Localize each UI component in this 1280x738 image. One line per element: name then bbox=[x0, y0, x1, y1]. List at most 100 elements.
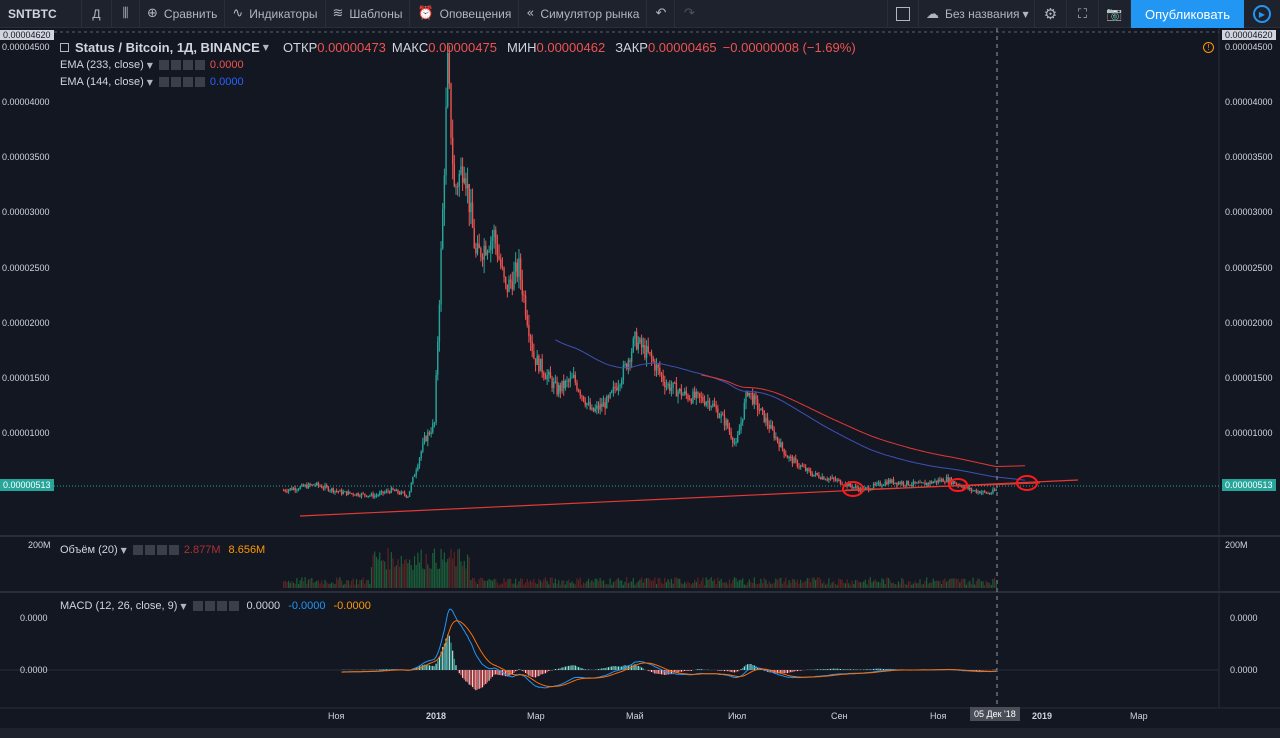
indicator-controls[interactable] bbox=[158, 77, 207, 87]
ema233-legend[interactable]: EMA (233, close) ▼ 0.0000 bbox=[60, 59, 244, 71]
volume-bar bbox=[287, 580, 290, 588]
macd-histogram-bar bbox=[725, 670, 727, 671]
volume-bar bbox=[901, 578, 903, 588]
publish-button[interactable]: Опубликовать bbox=[1130, 0, 1244, 28]
candle-body bbox=[408, 490, 411, 497]
volume-bar bbox=[594, 578, 596, 588]
candle-body bbox=[625, 363, 628, 370]
alerts-button[interactable]: ⏰ Оповещения bbox=[410, 0, 520, 28]
volume-legend[interactable]: Объём (20) ▼ 2.877M 8.656M bbox=[60, 544, 265, 556]
candle-body bbox=[317, 482, 320, 486]
candle-body bbox=[667, 383, 669, 386]
macd-histogram-bar bbox=[632, 664, 634, 670]
volume-bar bbox=[650, 581, 653, 588]
macd-histogram-bar bbox=[478, 670, 480, 689]
macd-histogram-bar bbox=[831, 668, 833, 670]
volume-bar bbox=[694, 579, 696, 588]
chart-type-button[interactable]: ⫼ bbox=[112, 0, 140, 28]
candle-body bbox=[579, 391, 581, 396]
volume-bar bbox=[579, 577, 581, 588]
candle-body bbox=[841, 484, 843, 486]
indicators-label: Индикаторы bbox=[249, 6, 318, 21]
interval-button[interactable]: Д bbox=[82, 0, 112, 28]
candle-body bbox=[748, 392, 751, 396]
macd-histogram-bar bbox=[493, 670, 495, 675]
candle-body bbox=[697, 391, 699, 394]
indicator-controls[interactable] bbox=[158, 60, 207, 70]
candle-body bbox=[949, 478, 951, 483]
volume-bar bbox=[984, 584, 986, 588]
templates-button[interactable]: ≋ Шаблоны bbox=[326, 0, 411, 28]
volume-bar bbox=[404, 560, 406, 588]
volume-bar bbox=[597, 581, 600, 588]
macd-histogram-bar bbox=[538, 670, 540, 677]
symbol-search[interactable]: SNTBTC bbox=[0, 0, 82, 28]
ema144-legend[interactable]: EMA (144, close) ▼ 0.0000 bbox=[60, 76, 244, 88]
volume-bar bbox=[652, 580, 654, 588]
volume-bar bbox=[766, 584, 769, 588]
alert-warning-icon[interactable]: ! bbox=[1203, 42, 1214, 53]
redo-button[interactable]: ↷ bbox=[675, 0, 703, 28]
snapshot-button[interactable]: 📷 bbox=[1099, 0, 1131, 28]
candle-body bbox=[582, 396, 585, 402]
macd-histogram-bar bbox=[639, 666, 641, 670]
volume-bar bbox=[306, 583, 308, 588]
candle-body bbox=[514, 262, 517, 272]
volume-bar bbox=[375, 556, 378, 588]
volume-bar bbox=[856, 580, 858, 588]
volume-bar bbox=[616, 579, 618, 588]
alerts-label: Оповещения bbox=[439, 6, 512, 21]
candle-body bbox=[849, 482, 852, 486]
replay-button[interactable]: « Симулятор рынка bbox=[519, 0, 648, 28]
volume-bar bbox=[534, 582, 537, 588]
volume-bar bbox=[465, 568, 467, 588]
volume-bar bbox=[891, 583, 893, 588]
indicators-button[interactable]: ∿ Индикаторы bbox=[225, 0, 326, 28]
volume-bar bbox=[849, 584, 852, 588]
right-price-label: 0.00002000 bbox=[1225, 318, 1273, 328]
candle-body bbox=[826, 479, 828, 481]
left-price-label: 0.00001000 bbox=[2, 428, 50, 438]
volume-bar bbox=[639, 579, 641, 588]
macd-histogram-bar bbox=[430, 665, 432, 670]
layout-toggle-button[interactable] bbox=[886, 0, 919, 28]
volume-bar bbox=[405, 558, 407, 588]
candle-body bbox=[536, 355, 538, 365]
chart-canvas[interactable] bbox=[0, 28, 1280, 738]
chevron-down-icon: ▼ bbox=[262, 43, 269, 52]
macd-histogram-bar bbox=[543, 670, 545, 674]
candle-body bbox=[596, 405, 598, 409]
fullscreen-button[interactable]: ⛶ bbox=[1067, 0, 1099, 28]
layout-name-button[interactable]: ☁ Без названия ▼ bbox=[919, 0, 1035, 28]
macd-histogram-bar bbox=[752, 665, 754, 670]
candle-body bbox=[503, 267, 505, 278]
candle-body bbox=[836, 479, 838, 481]
volume-bar bbox=[529, 579, 532, 588]
macd-histogram-bar bbox=[786, 670, 789, 674]
candle-body bbox=[685, 391, 688, 396]
settings-button[interactable]: ⚙ bbox=[1035, 0, 1067, 28]
macd-legend[interactable]: MACD (12, 26, close, 9) ▼ 0.0000 -0.0000… bbox=[60, 600, 371, 612]
candle-body bbox=[601, 403, 603, 407]
volume-bar bbox=[665, 582, 668, 588]
volume-bar bbox=[887, 578, 890, 588]
candle-body bbox=[897, 482, 900, 485]
candle-body bbox=[506, 284, 509, 292]
indicator-controls[interactable] bbox=[192, 601, 241, 611]
volume-bar bbox=[763, 577, 765, 588]
compare-button[interactable]: ⊕ Сравнить bbox=[140, 0, 226, 28]
volume-bar bbox=[551, 577, 553, 588]
macd-histogram-bar bbox=[785, 670, 787, 674]
volume-bar bbox=[619, 580, 621, 588]
macd-histogram-bar bbox=[838, 668, 840, 670]
macd-histogram-bar bbox=[505, 670, 507, 677]
play-button[interactable]: ▶ bbox=[1244, 0, 1280, 28]
candle-body bbox=[496, 243, 499, 257]
volume-bar bbox=[735, 578, 737, 588]
candle-body bbox=[740, 422, 742, 430]
macd-histogram-bar bbox=[864, 669, 866, 670]
symbol-legend[interactable]: Status / Bitcoin, 1Д, BINANCE ▼ ОТКР 0.0… bbox=[60, 40, 856, 55]
candle-body bbox=[513, 271, 515, 290]
undo-button[interactable]: ↶ bbox=[647, 0, 676, 28]
indicator-controls[interactable] bbox=[132, 545, 181, 555]
